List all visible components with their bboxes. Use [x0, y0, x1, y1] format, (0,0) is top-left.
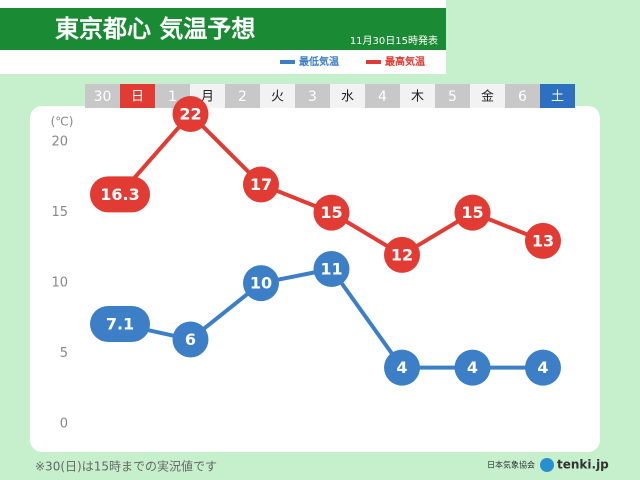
value-label: 22: [179, 105, 201, 124]
value-label: 4: [467, 358, 478, 377]
weekday-label: 土: [551, 90, 564, 105]
value-label: 15: [320, 203, 342, 222]
point-marker: [313, 251, 350, 287]
y-tick-label: 20: [51, 135, 68, 150]
x-tick-label: 6: [518, 89, 527, 105]
day-tab: [505, 84, 540, 108]
value-label: 11: [320, 260, 342, 279]
plot-area: [30, 106, 600, 452]
point-marker: [172, 96, 209, 132]
value-label: 15: [461, 203, 483, 222]
weekday-tab: [540, 84, 575, 108]
x-tick-label: 4: [378, 89, 387, 105]
value-label: 6: [185, 330, 196, 349]
point-marker: [384, 349, 420, 386]
point-marker: [90, 305, 150, 342]
weekday-label: 月: [201, 90, 214, 105]
point-marker: [313, 194, 350, 231]
y-tick-label: 0: [60, 417, 68, 432]
value-label: 4: [396, 358, 407, 377]
y-tick-label: 10: [51, 276, 68, 291]
day-tab: [295, 84, 330, 108]
x-tick-label: 1: [168, 89, 177, 105]
weekday-label: 金: [481, 89, 494, 105]
weekday-label: 木: [411, 90, 424, 105]
legend-label: 最高気温: [385, 55, 425, 68]
value-label: 4: [537, 358, 548, 377]
source: 日本気象協会: [487, 460, 535, 470]
x-tick-label: 30: [94, 89, 112, 105]
day-tab: [435, 84, 470, 108]
point-marker: [90, 176, 150, 213]
x-tick-label: 3: [308, 89, 317, 105]
weekday-tab: [330, 84, 365, 108]
y-axis-label: (℃): [51, 115, 74, 129]
weekday-tab: [260, 84, 295, 108]
y-tick-label: 15: [51, 205, 68, 220]
value-label: 7.1: [106, 314, 134, 333]
brand-icon: [540, 458, 554, 472]
weekday-label: 日: [131, 90, 144, 105]
weekday-label: 水: [341, 90, 354, 105]
point-marker: [384, 236, 420, 273]
point-marker: [243, 265, 279, 302]
value-label: 12: [391, 245, 413, 264]
value-label: 13: [532, 231, 554, 250]
value-label: 16.3: [100, 185, 139, 204]
weekday-tab: [470, 84, 505, 108]
chart-title: 東京都心 気温予想: [55, 15, 255, 43]
point-marker: [454, 194, 491, 231]
footnote: ※30(日)は15時までの実況値です: [35, 459, 217, 474]
point-marker: [525, 222, 561, 259]
x-tick-label: 5: [448, 89, 457, 105]
title-bar: [0, 8, 446, 50]
day-tab: [85, 84, 120, 108]
point-marker: [243, 166, 279, 203]
value-label: 10: [250, 274, 272, 293]
value-label: 17: [250, 175, 272, 194]
x-tick-label: 2: [238, 89, 247, 105]
subtitle: 11月30日15時発表: [350, 34, 438, 47]
point-marker: [525, 349, 561, 386]
y-tick-label: 5: [60, 346, 68, 361]
point-marker: [454, 349, 491, 386]
legend-label: 最低気温: [299, 55, 339, 68]
point-marker: [172, 321, 209, 358]
day-tab: [225, 84, 260, 108]
weekday-tab: [400, 84, 435, 108]
weekday-tab: [120, 84, 155, 108]
brand: tenki.jp: [557, 458, 609, 472]
weekday-label: 火: [271, 90, 284, 105]
day-tab: [365, 84, 400, 108]
